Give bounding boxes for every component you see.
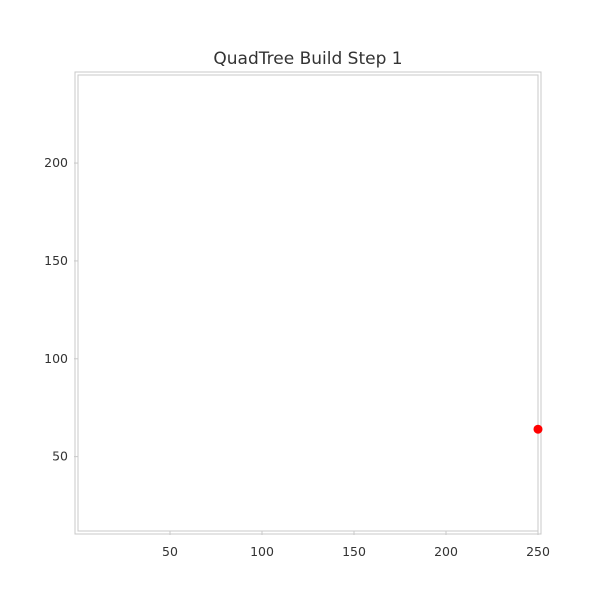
scatter-point xyxy=(533,424,543,434)
x-tick-label: 250 xyxy=(526,544,550,559)
y-axis: 50 100 150 200 xyxy=(44,155,78,464)
y-tick-label: 150 xyxy=(44,253,68,268)
x-axis: 50 100 150 200 250 xyxy=(162,531,550,559)
x-tick-label: 50 xyxy=(162,544,178,559)
plot-frame-outer xyxy=(74,71,542,535)
x-tick-label: 100 xyxy=(250,544,274,559)
y-tick-label: 50 xyxy=(52,449,68,464)
plot-frame-inner xyxy=(77,74,539,532)
y-tick-label: 200 xyxy=(44,155,68,170)
y-tick-label: 100 xyxy=(44,351,68,366)
chart-title: QuadTree Build Step 1 xyxy=(213,49,402,69)
data-points xyxy=(533,424,543,434)
x-tick-label: 200 xyxy=(434,544,458,559)
x-tick-label: 150 xyxy=(342,544,366,559)
